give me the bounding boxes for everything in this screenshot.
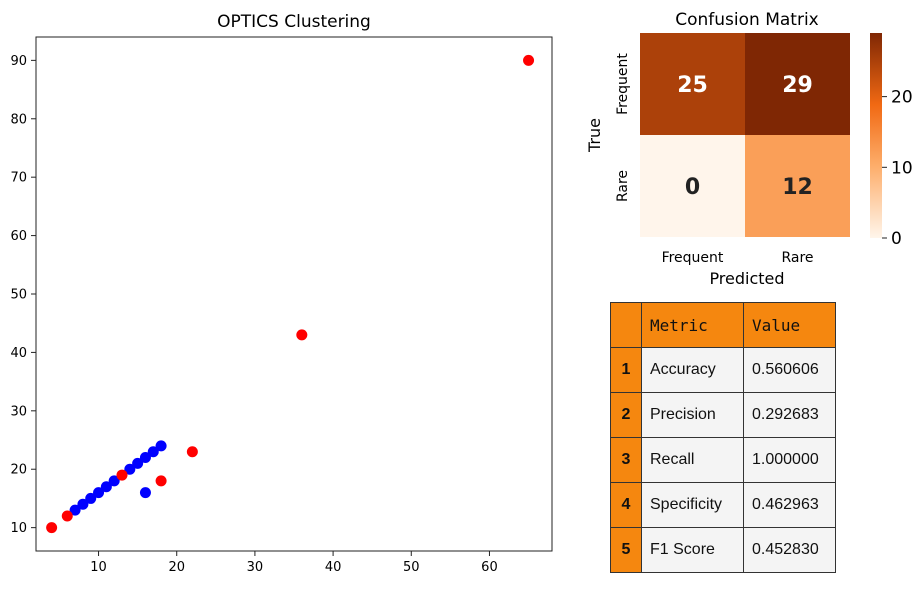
scatter-point (77, 498, 89, 510)
y-tick-label: 10 (10, 521, 27, 536)
scatter-point (132, 457, 144, 469)
x-category-label: Frequent (662, 250, 724, 266)
colorbar-tick-label: 10 (891, 158, 913, 178)
confusion-matrix: Confusion Matrix 25 290 12 Frequent RareFre… (585, 10, 913, 288)
value-column-header: Value (743, 302, 836, 348)
scatter-point (155, 440, 167, 452)
y-tick-label: 50 (10, 288, 27, 303)
scatter-point (139, 487, 151, 499)
plot-frame (35, 36, 553, 552)
row-index: 5 (610, 527, 642, 573)
matrix-cell (640, 33, 745, 135)
metric-value: 0.452830 (743, 527, 836, 573)
table-row: 4 Specificity 0.462963 (610, 482, 836, 528)
x-tick-label: 30 (247, 560, 264, 575)
metric-name: F1 Score (641, 527, 744, 573)
metric-name: Precision (641, 392, 744, 438)
row-index: 4 (610, 482, 642, 528)
y-tick-label: 80 (10, 112, 27, 127)
y-tick-label: 40 (10, 346, 27, 361)
row-index: 3 (610, 437, 642, 483)
table-header-row: Metric Value (610, 302, 836, 348)
matrix-labels: Frequent Rare Frequent Rare (615, 53, 814, 266)
x-axis: 10 20 30 40 50 60 (90, 551, 498, 575)
scatter-point (85, 492, 97, 504)
matrix-cell (745, 33, 850, 135)
scatter-point (69, 504, 81, 516)
metric-value: 0.462963 (743, 482, 836, 528)
scatter-point (61, 510, 73, 522)
optics-scatter-plot: OPTICS Clustering 10 20 30 40 50 60 10 20 30 40 5… (10, 12, 553, 575)
x-tick-label: 60 (481, 560, 498, 575)
y-tick-label: 70 (10, 171, 27, 186)
table-row: 3 Recall 1.000000 (610, 437, 836, 483)
y-tick-label: 90 (10, 54, 27, 69)
matrix-cell (640, 135, 745, 237)
table-row: 1 Accuracy 0.560606 (610, 347, 836, 393)
x-tick-label: 20 (168, 560, 185, 575)
table-row: 5 F1 Score 0.452830 (610, 527, 836, 573)
y-category-label: Rare (615, 170, 631, 202)
scatter-point (46, 522, 58, 534)
scatter-point (186, 446, 198, 458)
scatter-point (147, 446, 159, 458)
colorbar (870, 33, 882, 238)
scatter-point (155, 475, 167, 487)
x-tick-label: 10 (90, 560, 107, 575)
y-axis-label: True (585, 118, 604, 153)
matrix-cells: 25 29 0 12 (640, 33, 850, 237)
index-header (610, 302, 642, 348)
scatter-point (100, 481, 112, 493)
y-axis: 10 20 30 40 50 60 70 80 90 (10, 54, 36, 536)
colorbar-tick-label: 0 (891, 229, 902, 249)
cell-value: 0 (685, 175, 700, 200)
x-tick-label: 40 (325, 560, 342, 575)
metric-value: 1.000000 (743, 437, 836, 483)
metrics-table-container: Metric Value 1 Accuracy 0.560606 2 Preci… (610, 302, 836, 573)
colorbar-ticks: 0 10 20 (882, 88, 913, 249)
scatter-point (108, 475, 120, 487)
colorbar-tick-label: 20 (891, 88, 913, 108)
metric-value: 0.560606 (743, 347, 836, 393)
y-category-label: Frequent (615, 53, 631, 115)
metric-value: 0.292683 (743, 392, 836, 438)
y-tick-label: 60 (10, 229, 27, 244)
x-category-label: Rare (781, 250, 813, 266)
metrics-table: Metric Value 1 Accuracy 0.560606 2 Preci… (610, 302, 836, 573)
y-tick-label: 20 (10, 463, 27, 478)
x-axis-label: Predicted (709, 269, 784, 288)
chart-title: OPTICS Clustering (217, 12, 371, 32)
scatter-point (116, 469, 128, 481)
cell-value: 29 (782, 73, 813, 98)
scatter-point (523, 54, 535, 66)
cell-value: 12 (782, 175, 813, 200)
matrix-cell (745, 135, 850, 237)
scatter-point (296, 329, 308, 341)
metric-name: Recall (641, 437, 744, 483)
row-index: 1 (610, 347, 642, 393)
metric-name: Accuracy (641, 347, 744, 393)
scatter-point (139, 452, 151, 464)
confusion-matrix-title: Confusion Matrix (675, 10, 819, 30)
table-row: 2 Precision 0.292683 (610, 392, 836, 438)
scatter-point (93, 487, 105, 499)
metric-name: Specificity (641, 482, 744, 528)
y-tick-label: 30 (10, 404, 27, 419)
scatter-points (46, 54, 535, 534)
metric-column-header: Metric (641, 302, 744, 348)
cell-value: 25 (677, 73, 708, 98)
x-tick-label: 50 (403, 560, 420, 575)
row-index: 2 (610, 392, 642, 438)
scatter-point (124, 463, 136, 475)
